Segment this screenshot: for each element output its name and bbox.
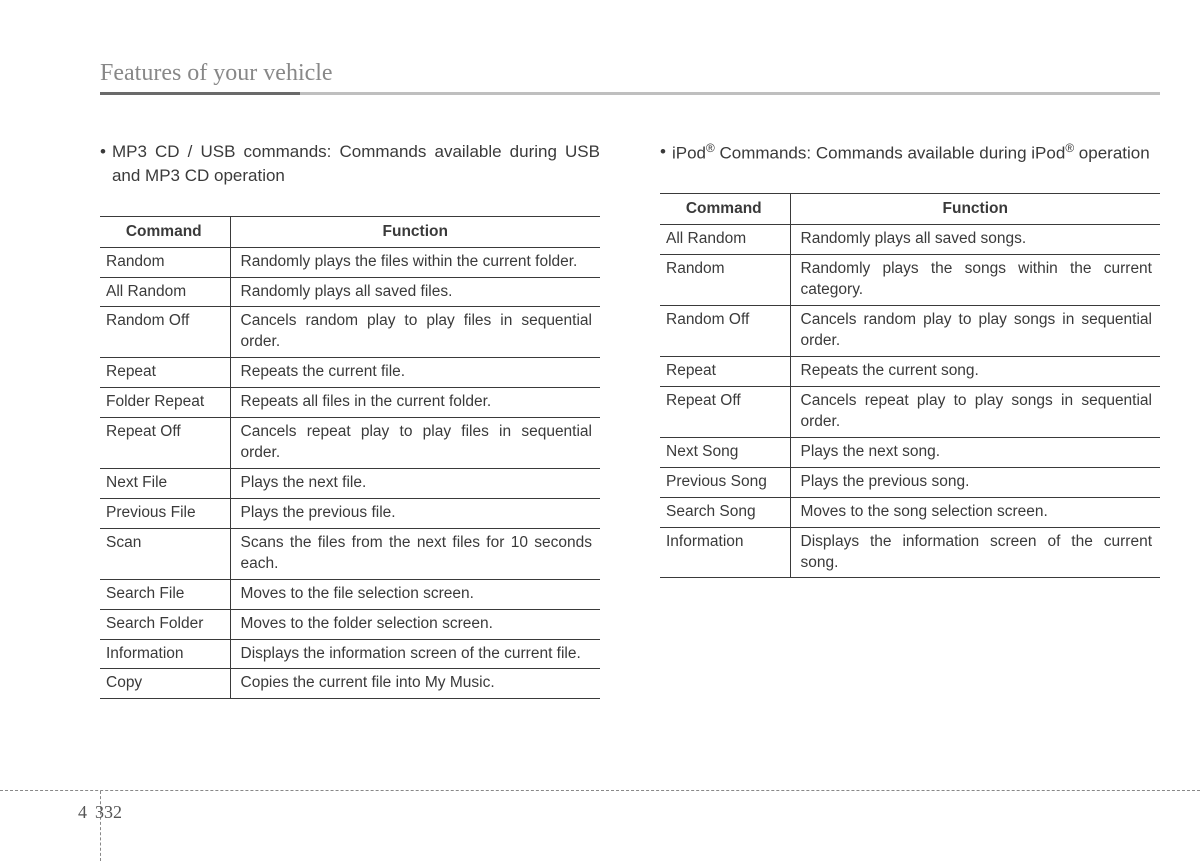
table-row: RepeatRepeats the current song. [660, 357, 1160, 387]
function-cell: Moves to the song selection screen. [790, 497, 1160, 527]
right-heading: • iPod® Commands: Commands available dur… [660, 140, 1160, 165]
function-cell: Plays the previous file. [230, 498, 600, 528]
content-columns: • MP3 CD / USB commands: Commands availa… [100, 140, 1160, 699]
bullet-icon: • [660, 140, 666, 165]
left-column: • MP3 CD / USB commands: Commands availa… [100, 140, 600, 699]
command-cell: Information [660, 527, 790, 578]
page-title: Features of your vehicle [100, 60, 333, 87]
command-cell: Next File [100, 468, 230, 498]
table-row: ScanScans the files from the next files … [100, 528, 600, 579]
command-cell: Search Folder [100, 609, 230, 639]
table-row: All RandomRandomly plays all saved files… [100, 277, 600, 307]
table-row: Search SongMoves to the song selection s… [660, 497, 1160, 527]
function-cell: Plays the next file. [230, 468, 600, 498]
table-row: All RandomRandomly plays all saved songs… [660, 225, 1160, 255]
table-row: RepeatRepeats the current file. [100, 358, 600, 388]
command-cell: Copy [100, 669, 230, 699]
right-heading-text: iPod® Commands: Commands available durin… [672, 140, 1160, 165]
function-cell: Moves to the folder selection screen. [230, 609, 600, 639]
command-cell: Next Song [660, 437, 790, 467]
col-header-command: Command [660, 194, 790, 225]
command-cell: Search Song [660, 497, 790, 527]
function-cell: Cancels repeat play to play songs in seq… [790, 386, 1160, 437]
chapter-number: 4 [78, 802, 87, 822]
function-cell: Randomly plays all saved files. [230, 277, 600, 307]
table-row: Random OffCancels random play to play fi… [100, 307, 600, 358]
command-cell: Folder Repeat [100, 388, 230, 418]
function-cell: Plays the next song. [790, 437, 1160, 467]
col-header-command: Command [100, 216, 230, 247]
table-row: Search FolderMoves to the folder selecti… [100, 609, 600, 639]
command-cell: Repeat [660, 357, 790, 387]
function-cell: Cancels repeat play to play files in seq… [230, 418, 600, 469]
col-header-function: Function [230, 216, 600, 247]
command-cell: All Random [100, 277, 230, 307]
col-header-function: Function [790, 194, 1160, 225]
function-cell: Cancels random play to play songs in seq… [790, 306, 1160, 357]
table-row: InformationDisplays the information scre… [100, 639, 600, 669]
table-row: Random OffCancels random play to play so… [660, 306, 1160, 357]
table-row: CopyCopies the current file into My Musi… [100, 669, 600, 699]
command-cell: Repeat Off [100, 418, 230, 469]
command-cell: Random Off [100, 307, 230, 358]
command-cell: Scan [100, 528, 230, 579]
mp3-usb-commands-table: Command Function RandomRandomly plays th… [100, 216, 600, 700]
command-cell: Previous File [100, 498, 230, 528]
table-row: Repeat OffCancels repeat play to play so… [660, 386, 1160, 437]
page-number: 4 332 [78, 802, 122, 823]
function-cell: Repeats all files in the current folder. [230, 388, 600, 418]
ipod-text: iPod [672, 144, 706, 163]
command-cell: Information [100, 639, 230, 669]
function-cell: Cancels random play to play files in seq… [230, 307, 600, 358]
function-cell: Moves to the file selection screen. [230, 579, 600, 609]
function-cell: Displays the information screen of the c… [790, 527, 1160, 578]
table-row: Next FilePlays the next file. [100, 468, 600, 498]
function-cell: Displays the information screen of the c… [230, 639, 600, 669]
bullet-icon: • [100, 140, 106, 188]
command-cell: Random Off [660, 306, 790, 357]
table-row: Previous SongPlays the previous song. [660, 467, 1160, 497]
command-cell: Search File [100, 579, 230, 609]
command-cell: Repeat [100, 358, 230, 388]
registered-mark: ® [706, 141, 715, 155]
registered-mark: ® [1065, 141, 1074, 155]
function-cell: Randomly plays the files within the curr… [230, 247, 600, 277]
function-cell: Repeats the current song. [790, 357, 1160, 387]
table-row: RandomRandomly plays the files within th… [100, 247, 600, 277]
command-cell: Previous Song [660, 467, 790, 497]
command-cell: Random [660, 255, 790, 306]
table-row: RandomRandomly plays the songs within th… [660, 255, 1160, 306]
function-cell: Copies the current file into My Music. [230, 669, 600, 699]
command-cell: All Random [660, 225, 790, 255]
right-column: • iPod® Commands: Commands available dur… [660, 140, 1160, 699]
footer-dashed-line [0, 790, 1200, 791]
table-row: Repeat OffCancels repeat play to play fi… [100, 418, 600, 469]
heading-suffix: operation [1074, 144, 1150, 163]
page-number-value: 332 [95, 802, 122, 822]
title-underline [100, 92, 1160, 95]
command-cell: Random [100, 247, 230, 277]
function-cell: Randomly plays all saved songs. [790, 225, 1160, 255]
table-row: InformationDisplays the information scre… [660, 527, 1160, 578]
table-row: Search FileMoves to the file selection s… [100, 579, 600, 609]
function-cell: Repeats the current file. [230, 358, 600, 388]
command-cell: Repeat Off [660, 386, 790, 437]
left-heading-text: MP3 CD / USB commands: Commands availabl… [112, 140, 600, 188]
function-cell: Randomly plays the songs within the curr… [790, 255, 1160, 306]
function-cell: Plays the previous song. [790, 467, 1160, 497]
table-row: Folder RepeatRepeats all files in the cu… [100, 388, 600, 418]
table-row: Previous FilePlays the previous file. [100, 498, 600, 528]
function-cell: Scans the files from the next files for … [230, 528, 600, 579]
left-heading: • MP3 CD / USB commands: Commands availa… [100, 140, 600, 188]
heading-mid: Commands: Commands available during iPod [715, 144, 1066, 163]
ipod-commands-table: Command Function All RandomRandomly play… [660, 193, 1160, 578]
table-row: Next SongPlays the next song. [660, 437, 1160, 467]
